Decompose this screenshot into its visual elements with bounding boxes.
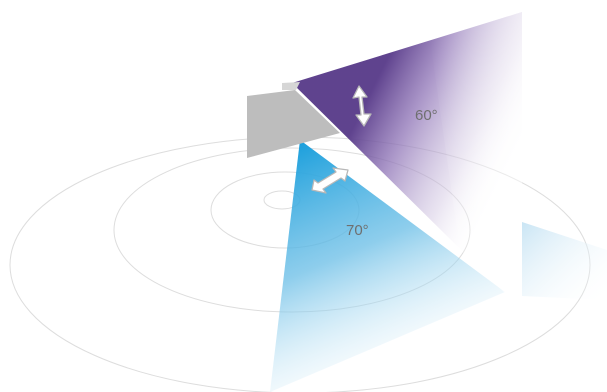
device-top-edge [282, 82, 300, 90]
device-body [247, 90, 340, 158]
vertical-beam-fade [430, 12, 522, 310]
horizontal-beam [270, 140, 505, 392]
vertical-tilt-arrow-icon [352, 85, 372, 127]
horizontal-angle-label: 70° [346, 222, 369, 239]
vertical-angle-label: 60° [415, 107, 438, 124]
horizontal-rotate-arrow-icon [311, 167, 349, 194]
device [247, 82, 340, 158]
horizontal-beam-far-edge [522, 222, 607, 300]
